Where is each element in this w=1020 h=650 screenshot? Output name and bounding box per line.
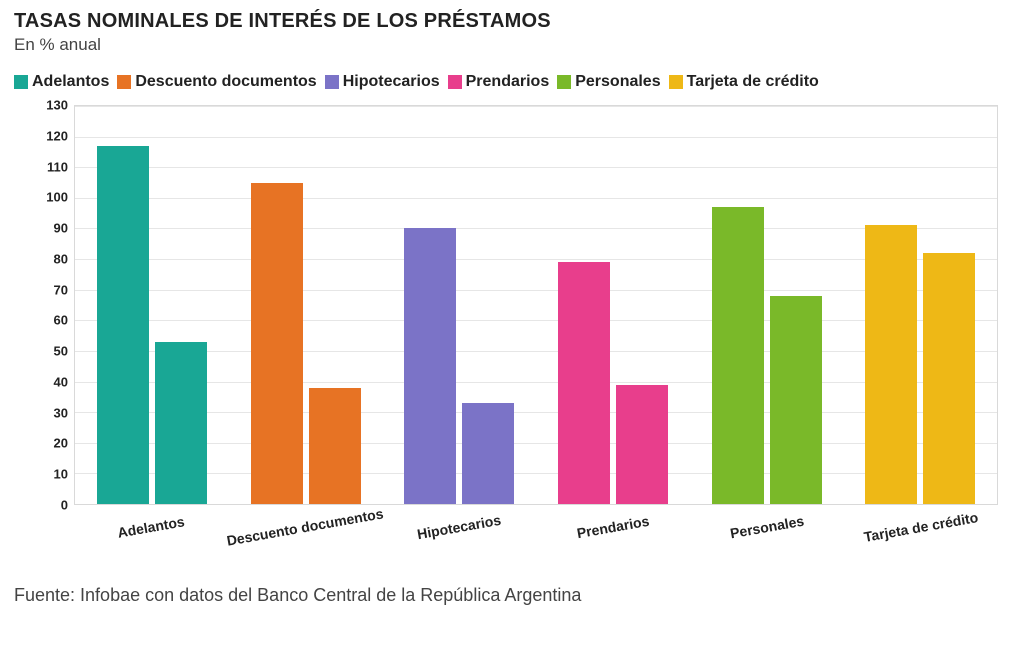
y-tick-label: 60 <box>54 313 68 328</box>
legend-label: Prendarios <box>466 73 550 91</box>
chart-subtitle: En % anual <box>14 35 1006 55</box>
bar <box>865 225 917 504</box>
y-tick-label: 50 <box>54 344 68 359</box>
legend-label: Descuento documentos <box>135 73 316 91</box>
legend-swatch <box>669 75 683 89</box>
y-axis: 0102030405060708090100110120130 <box>14 105 74 505</box>
y-tick-label: 110 <box>47 159 68 174</box>
legend-swatch <box>14 75 28 89</box>
legend-item: Personales <box>557 73 660 91</box>
bar <box>770 296 822 504</box>
legend-item: Adelantos <box>14 73 109 91</box>
y-tick-label: 120 <box>46 128 68 143</box>
y-tick-label: 0 <box>61 498 68 513</box>
bar-group <box>536 106 690 504</box>
bar-group <box>75 106 229 504</box>
x-axis-label: Prendarios <box>576 513 651 541</box>
bar <box>155 342 207 504</box>
bar <box>616 385 668 504</box>
bar <box>309 388 361 504</box>
bar <box>558 262 610 504</box>
legend-item: Hipotecarios <box>325 73 440 91</box>
legend-label: Personales <box>575 73 660 91</box>
legend-item: Prendarios <box>448 73 550 91</box>
bar-group <box>843 106 997 504</box>
source-text: Fuente: Infobae con datos del Banco Cent… <box>14 585 1006 606</box>
bar <box>404 228 456 504</box>
bar <box>923 253 975 504</box>
y-tick-label: 20 <box>54 436 68 451</box>
y-tick-label: 80 <box>54 251 68 266</box>
legend-label: Tarjeta de crédito <box>687 73 819 91</box>
legend-swatch <box>557 75 571 89</box>
x-axis-labels: Adelantos Descuento documentos Hipotecario… <box>74 505 998 579</box>
legend-swatch <box>325 75 339 89</box>
legend: Adelantos Descuento documentos Hipotecario… <box>14 73 1006 91</box>
y-tick-label: 90 <box>54 221 68 236</box>
y-tick-label: 70 <box>54 282 68 297</box>
x-axis-label: Descuento documentos <box>225 505 384 548</box>
legend-swatch <box>117 75 131 89</box>
bar <box>462 403 514 504</box>
x-axis-label: Hipotecarios <box>416 512 502 542</box>
bar <box>97 146 149 504</box>
y-tick-label: 130 <box>46 98 68 113</box>
bar-group <box>690 106 844 504</box>
legend-label: Hipotecarios <box>343 73 440 91</box>
chart-area: 0102030405060708090100110120130 <box>14 105 1006 505</box>
x-axis-label: Personales <box>729 513 805 542</box>
plot-area <box>74 105 998 505</box>
bar-groups <box>75 106 997 504</box>
chart-title: TASAS NOMINALES DE INTERÉS DE LOS PRÉSTA… <box>14 10 1006 33</box>
y-tick-label: 30 <box>54 405 68 420</box>
legend-label: Adelantos <box>32 73 109 91</box>
legend-item: Descuento documentos <box>117 73 316 91</box>
bar-group <box>382 106 536 504</box>
y-tick-label: 40 <box>54 374 68 389</box>
legend-swatch <box>448 75 462 89</box>
bar <box>251 183 303 504</box>
x-axis-label: Adelantos <box>116 513 185 541</box>
y-tick-label: 10 <box>54 467 68 482</box>
bar <box>712 207 764 504</box>
legend-item: Tarjeta de crédito <box>669 73 819 91</box>
y-tick-label: 100 <box>46 190 68 205</box>
bar-group <box>229 106 383 504</box>
x-axis-label: Tarjeta de crédito <box>863 509 980 545</box>
